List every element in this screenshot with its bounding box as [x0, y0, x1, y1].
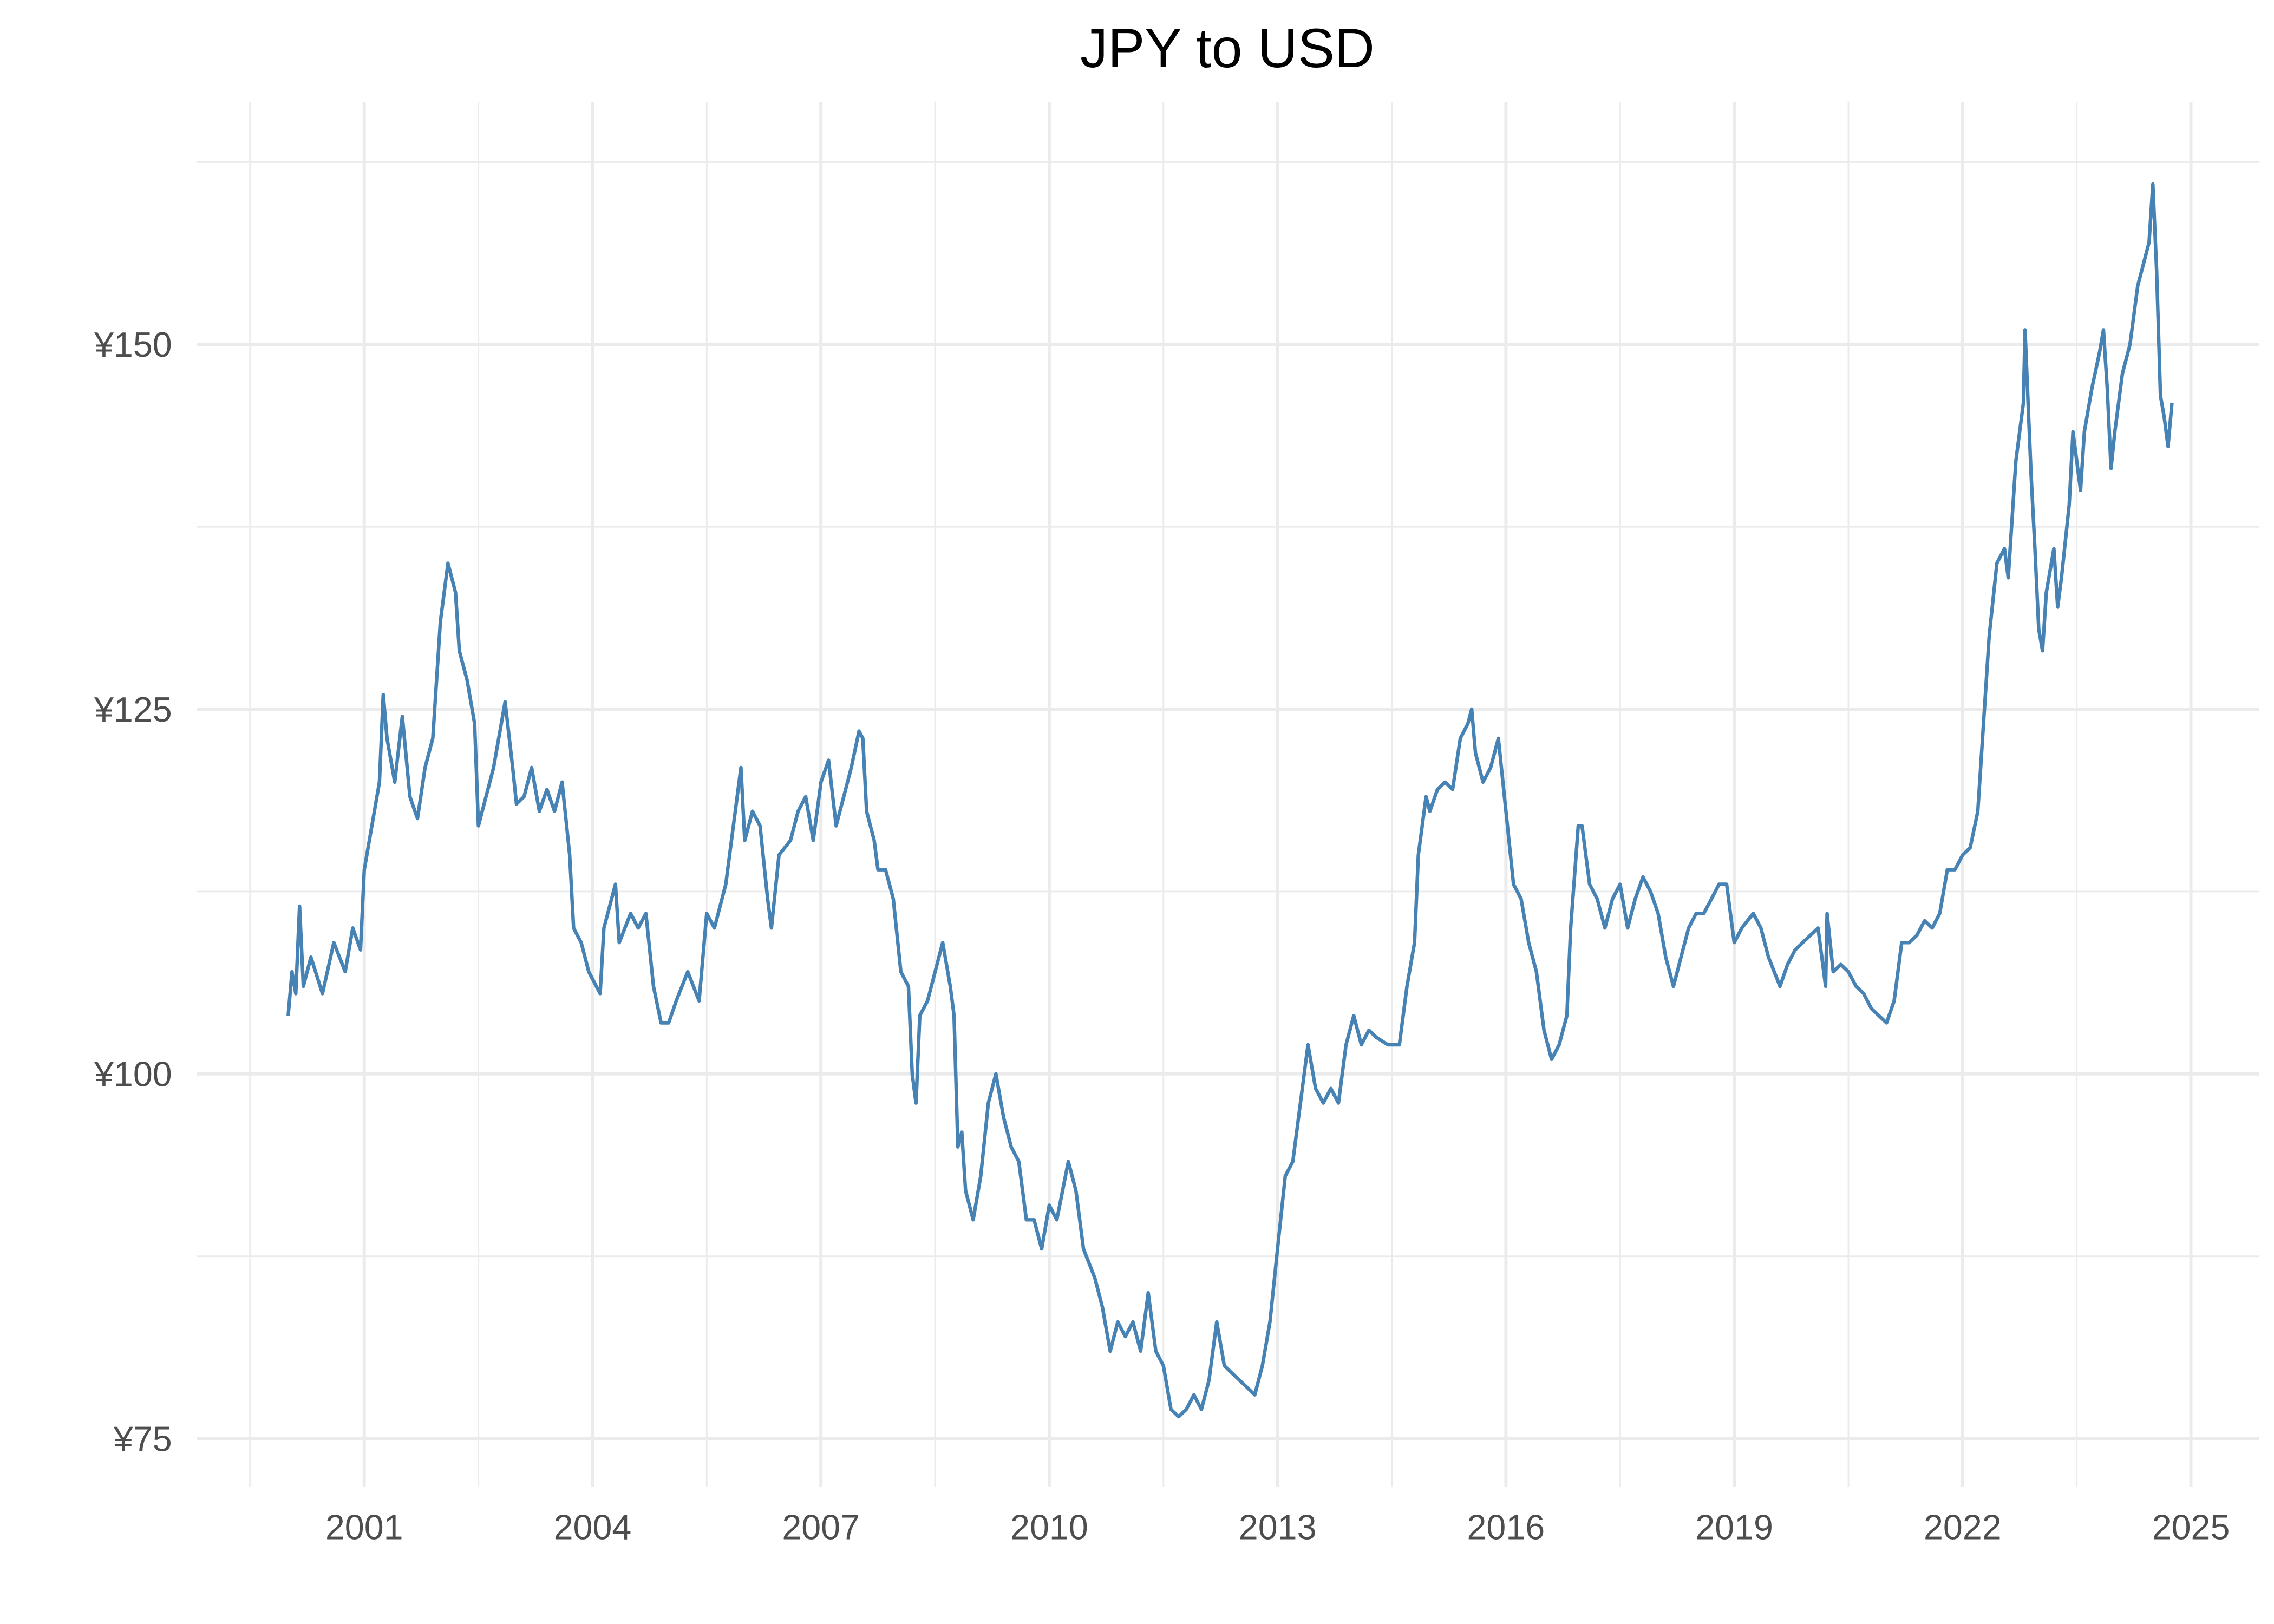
- x-axis-ticks: 2001 2004 2007 2010 2013 2016 2019 2022 2025: [325, 1508, 2230, 1547]
- x-tick-label: 2022: [1924, 1508, 2002, 1547]
- x-tick-label: 2025: [2152, 1508, 2230, 1547]
- x-tick-label: 2016: [1467, 1508, 1545, 1547]
- x-tick-label: 2004: [554, 1508, 632, 1547]
- y-tick-label: ¥125: [94, 690, 172, 729]
- x-tick-label: 2019: [1695, 1508, 1773, 1547]
- x-tick-label: 2001: [325, 1508, 403, 1547]
- y-tick-label: ¥100: [94, 1055, 172, 1094]
- chart-title: JPY to USD: [1080, 17, 1375, 79]
- x-tick-label: 2010: [1010, 1508, 1088, 1547]
- y-axis-ticks: ¥75 ¥100 ¥125 ¥150: [94, 325, 172, 1458]
- x-tick-label: 2007: [782, 1508, 860, 1547]
- y-tick-label: ¥150: [94, 325, 172, 364]
- series-line: [286, 182, 2174, 1419]
- y-tick-label: ¥75: [113, 1419, 172, 1458]
- x-tick-label: 2013: [1239, 1508, 1317, 1547]
- grid-lines: [197, 102, 2260, 1487]
